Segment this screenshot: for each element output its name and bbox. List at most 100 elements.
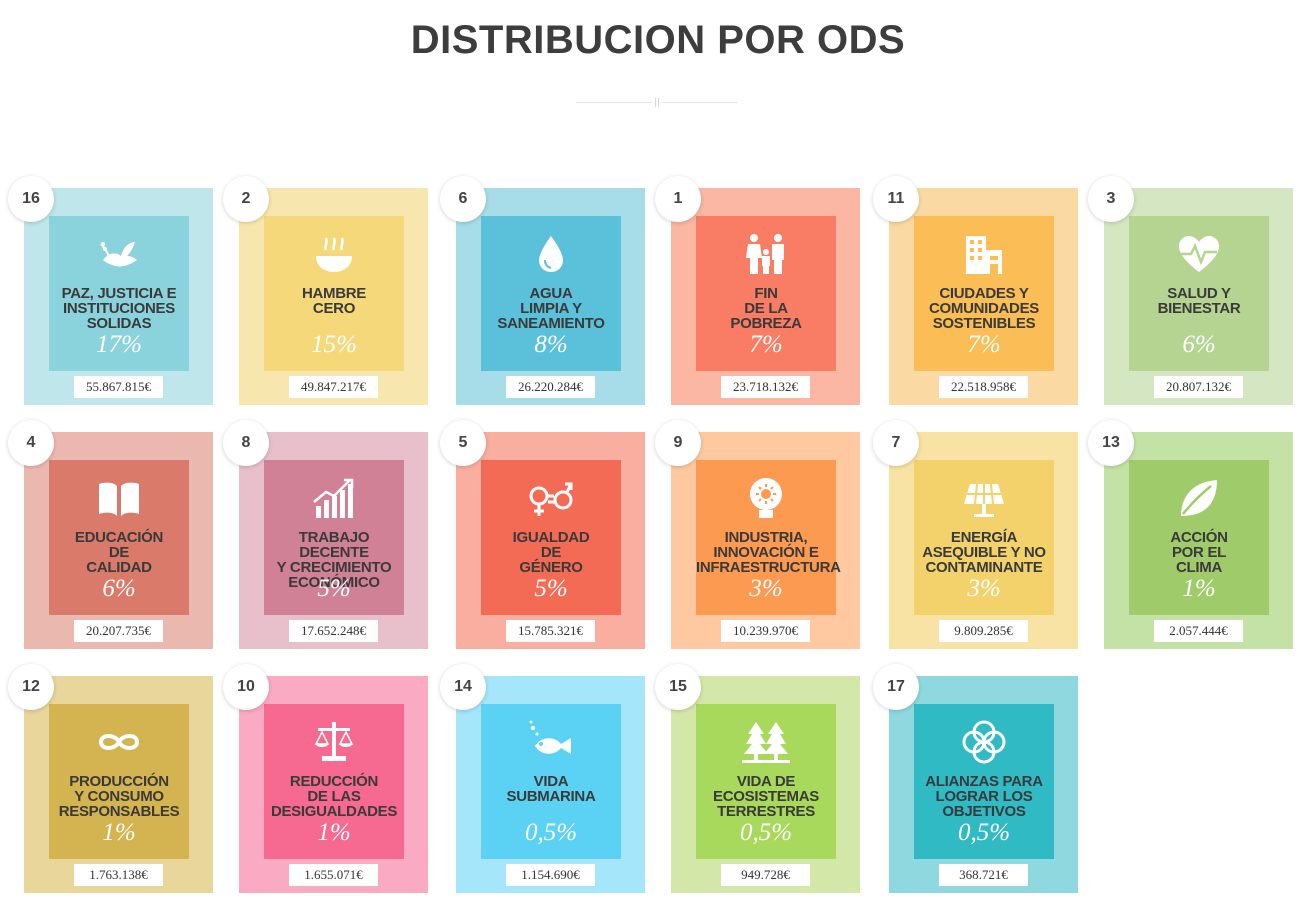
growth-chart-icon [264, 474, 404, 520]
ods-number-badge: 14 [440, 664, 486, 710]
ods-card-11[interactable]: CIUDADES Y COMUNIDADES SOSTENIBLES 7% 22.5… [873, 176, 1078, 405]
ods-percentage: 0,5% [739, 819, 793, 846]
dove-icon [49, 230, 189, 276]
ods-percentage: 7% [967, 331, 1001, 358]
ods-number-badge: 16 [8, 176, 54, 222]
ods-label: AGUA LIMPIA Y SANEAMIENTO [497, 285, 605, 332]
ods-card-5[interactable]: IGUALDAD DE GÉNERO 5% 15.785.321€ 5 [440, 420, 645, 649]
ods-percentage: 0,5% [957, 819, 1011, 846]
leaf-icon [1129, 474, 1269, 520]
ods-label: ENERGÍA ASEQUIBLE Y NO CONTAMINANTE [922, 529, 1046, 576]
ods-card-2[interactable]: HAMBRE CERO 15% 49.847.217€ 2 [223, 176, 428, 405]
ods-card-17[interactable]: ALIANZAS PARA LOGRAR LOS OBJETIVOS 0,5% 36… [873, 664, 1078, 893]
ods-card-9[interactable]: INDUSTRIA, INNOVACIÓN E INFRAESTRUCTURA 3… [655, 420, 860, 649]
ods-label: VIDA DE ECOSISTEMAS TERRESTRES [713, 773, 819, 820]
ods-card-16[interactable]: PAZ, JUSTICIA E INSTITUCIONES SOLIDAS 17%… [8, 176, 213, 405]
ods-card-panel: PAZ, JUSTICIA E INSTITUCIONES SOLIDAS 17% [49, 216, 189, 371]
ods-number-badge: 2 [223, 176, 269, 222]
gender-equality-icon [481, 474, 621, 520]
ods-amount: 1.655.071€ [289, 864, 378, 886]
ods-percentage: 8% [534, 331, 568, 358]
ods-card-10[interactable]: REDUCCIÓN DE LAS DESIGUALDADES 1% 1.655.07… [223, 664, 428, 893]
ods-card-panel: REDUCCIÓN DE LAS DESIGUALDADES 1% [264, 704, 404, 859]
ods-amount: 15.785.321€ [506, 620, 595, 642]
ods-number-badge: 3 [1088, 176, 1134, 222]
page-title: DISTRIBUCION POR ODS [410, 18, 906, 62]
scales-icon [264, 718, 404, 764]
ods-card-panel: TRABAJO DECENTE Y CRECIMIENTO ECONÓMICO 5… [264, 460, 404, 615]
ods-card-panel: INDUSTRIA, INNOVACIÓN E INFRAESTRUCTURA 3… [696, 460, 841, 615]
ods-label: INDUSTRIA, INNOVACIÓN E INFRAESTRUCTURA [696, 529, 841, 576]
ods-amount: 23.718.132€ [721, 376, 810, 398]
ods-card-panel: HAMBRE CERO 15% [264, 216, 404, 371]
ods-number-badge: 5 [440, 420, 486, 466]
ods-card-6[interactable]: AGUA LIMPIA Y SANEAMIENTO 8% 26.220.284€ 6 [440, 176, 645, 405]
ods-number-badge: 4 [8, 420, 54, 466]
ods-card-panel: FIN DE LA POBREZA 7% [696, 216, 836, 371]
title-divider [576, 98, 738, 107]
ods-percentage: 1% [102, 819, 136, 846]
trees-icon [696, 718, 836, 764]
infinity-icon [49, 718, 189, 764]
lightbulb-icon [696, 474, 836, 520]
ods-percentage: 1% [1182, 575, 1216, 602]
ods-amount: 368.721€ [939, 864, 1028, 886]
ods-percentage: 5% [317, 575, 351, 602]
ods-amount: 1.763.138€ [74, 864, 163, 886]
rings-icon [914, 718, 1054, 764]
ods-label: VIDA SUBMARINA [506, 773, 596, 805]
ods-amount: 26.220.284€ [506, 376, 595, 398]
ods-number-badge: 7 [873, 420, 919, 466]
ods-card-panel: ALIANZAS PARA LOGRAR LOS OBJETIVOS 0,5% [914, 704, 1054, 859]
ods-card-1[interactable]: FIN DE LA POBREZA 7% 23.718.132€ 1 [655, 176, 860, 405]
ods-card-8[interactable]: TRABAJO DECENTE Y CRECIMIENTO ECONÓMICO 5… [223, 420, 428, 649]
ods-amount: 2.057.444€ [1154, 620, 1243, 642]
ods-amount: 10.239.970€ [721, 620, 810, 642]
ods-number-badge: 11 [873, 176, 919, 222]
ods-label: REDUCCIÓN DE LAS DESIGUALDADES [270, 773, 398, 820]
ods-card-13[interactable]: ACCIÓN POR EL CLIMA 1% 2.057.444€ 13 [1088, 420, 1293, 649]
ods-label: EDUCACIÓN DE CALIDAD [74, 529, 164, 576]
ods-label: ACCIÓN POR EL CLIMA [1170, 529, 1228, 576]
ods-number-badge: 10 [223, 664, 269, 710]
ods-label: ALIANZAS PARA LOGRAR LOS OBJETIVOS [925, 773, 1043, 820]
ods-amount: 20.207.735€ [74, 620, 163, 642]
ods-card-panel: AGUA LIMPIA Y SANEAMIENTO 8% [481, 216, 621, 371]
ods-label: SALUD Y BIENESTAR [1157, 285, 1241, 317]
water-drop-icon [481, 230, 621, 276]
ods-card-15[interactable]: VIDA DE ECOSISTEMAS TERRESTRES 0,5% 949.72… [655, 664, 860, 893]
ods-card-7[interactable]: ENERGÍA ASEQUIBLE Y NO CONTAMINANTE 3% 9.8… [873, 420, 1078, 649]
ods-percentage: 17% [96, 331, 142, 358]
ods-card-12[interactable]: PRODUCCIÓN Y CONSUMO RESPONSABLES 1% 1.763… [8, 664, 213, 893]
ods-amount: 22.518.958€ [939, 376, 1028, 398]
ods-amount: 9.809.285€ [939, 620, 1028, 642]
ods-card-4[interactable]: EDUCACIÓN DE CALIDAD 6% 20.207.735€ 4 [8, 420, 213, 649]
ods-label: PAZ, JUSTICIA E INSTITUCIONES SOLIDAS [61, 285, 177, 332]
family-icon [696, 230, 836, 276]
ods-percentage: 0,5% [524, 819, 578, 846]
ods-amount: 1.154.690€ [506, 864, 595, 886]
ods-label: FIN DE LA POBREZA [730, 285, 802, 332]
ods-card-14[interactable]: VIDA SUBMARINA 0,5% 1.154.690€ 14 [440, 664, 645, 893]
buildings-icon [914, 230, 1054, 276]
fish-icon [481, 718, 621, 764]
solar-panel-icon [914, 474, 1054, 520]
ods-amount: 55.867.815€ [74, 376, 163, 398]
ods-percentage: 15% [311, 331, 357, 358]
ods-label: IGUALDAD DE GÉNERO [512, 529, 590, 576]
food-bowl-icon [264, 230, 404, 276]
ods-number-badge: 9 [655, 420, 701, 466]
ods-label: CIUDADES Y COMUNIDADES SOSTENIBLES [928, 285, 1040, 332]
ods-card-panel: IGUALDAD DE GÉNERO 5% [481, 460, 621, 615]
ods-card-panel: ACCIÓN POR EL CLIMA 1% [1129, 460, 1269, 615]
ods-card-panel: PRODUCCIÓN Y CONSUMO RESPONSABLES 1% [49, 704, 189, 859]
ods-number-badge: 12 [8, 664, 54, 710]
ods-amount: 49.847.217€ [289, 376, 378, 398]
ods-card-panel: ENERGÍA ASEQUIBLE Y NO CONTAMINANTE 3% [914, 460, 1054, 615]
ods-number-badge: 17 [873, 664, 919, 710]
ods-card-3[interactable]: SALUD Y BIENESTAR 6% 20.807.132€ 3 [1088, 176, 1293, 405]
ods-card-panel: CIUDADES Y COMUNIDADES SOSTENIBLES 7% [914, 216, 1054, 371]
ods-percentage: 7% [749, 331, 783, 358]
ods-amount: 20.807.132€ [1154, 376, 1243, 398]
ods-card-panel: SALUD Y BIENESTAR 6% [1129, 216, 1269, 371]
